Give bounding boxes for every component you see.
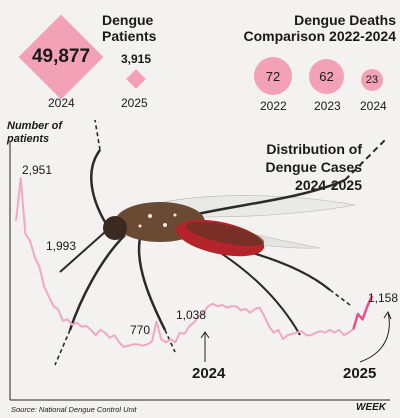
patients-2024-year: 2024 (48, 96, 75, 110)
deaths-2024-year: 2024 (360, 99, 387, 113)
arrow-2024 (200, 331, 210, 362)
y-axis-title: Number of patients (7, 120, 62, 145)
deaths-title: Dengue Deaths Comparison 2022-2024 (243, 12, 396, 44)
deaths-2022-year: 2022 (260, 99, 287, 113)
label-peak-2951: 2,951 (22, 163, 52, 177)
patients-2024-marker: 49,877 (18, 14, 104, 100)
series-2025-line (352, 295, 374, 330)
deaths-2024-bubble: 23 (361, 69, 383, 91)
x-axis-title: WEEK (356, 402, 386, 413)
label-year-2025: 2025 (343, 365, 376, 382)
patients-2025-value: 3,915 (121, 52, 152, 66)
mosquito-illustration (54, 119, 386, 366)
source-note: Source: National Dengue Control Unit (11, 405, 137, 414)
patients-2024-value: 49,877 (31, 46, 91, 67)
label-year-2024: 2024 (192, 365, 226, 382)
deaths-2023-year: 2023 (314, 99, 341, 113)
patients-2025-year: 2025 (121, 96, 148, 110)
label-1158: 1,158 (368, 291, 398, 305)
label-1038: 1,038 (176, 308, 206, 322)
patients-title: Dengue Patients (102, 12, 157, 44)
deaths-2024-value: 23 (365, 74, 379, 86)
deaths-2022-value: 72 (265, 68, 281, 84)
deaths-2023-value: 62 (319, 69, 334, 84)
label-1993: 1,993 (46, 239, 76, 253)
chart-title: Distribution of Dengue Cases 2024-2025 (265, 141, 362, 193)
deaths-2022-bubble: 72 (254, 57, 292, 95)
deaths-2023-bubble: 62 (309, 59, 344, 94)
series-2024-line (15, 177, 354, 348)
arrow-2025 (359, 310, 392, 363)
label-770: 770 (130, 323, 150, 337)
